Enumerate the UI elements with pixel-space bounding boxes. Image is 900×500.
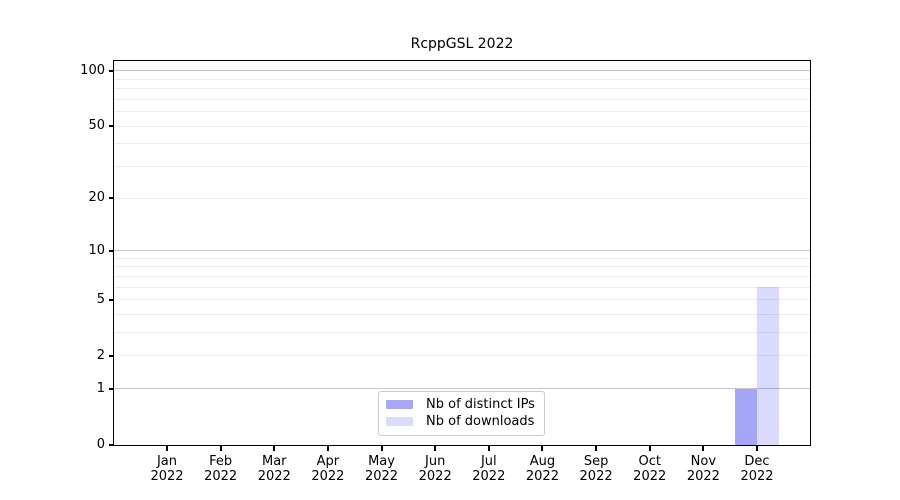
y-axis-tick-label: 0: [96, 437, 105, 452]
legend-label: Nb of distinct IPs: [426, 397, 535, 412]
y-axis-tick: [109, 298, 114, 301]
legend-swatch-distinct-ips: [386, 400, 413, 409]
x-tick-month: Sep: [583, 454, 609, 469]
y-axis-tick-label: 50: [88, 118, 105, 134]
x-axis-tick: [273, 446, 276, 451]
x-axis-tick: [434, 446, 437, 451]
minor-gridline: [114, 275, 810, 277]
x-tick-month: Jun: [425, 454, 446, 469]
x-axis-tick-label: Aug 2022: [510, 454, 574, 484]
y-axis-tick: [109, 125, 114, 128]
x-tick-month: Oct: [638, 454, 661, 469]
x-axis-tick: [326, 446, 329, 451]
legend-label: Nb of downloads: [426, 414, 535, 429]
y-axis-tick-label: 1: [96, 380, 105, 396]
x-tick-year: 2022: [740, 469, 774, 484]
x-axis-tick-label: Oct 2022: [618, 454, 682, 484]
minor-gridline: [114, 314, 810, 315]
y-axis-tick-label: 5: [96, 291, 105, 307]
x-axis-tick-label: Jun 2022: [403, 454, 467, 484]
y-axis-tick-label: 2: [96, 347, 105, 363]
y-axis-tick: [109, 69, 114, 72]
major-gridline: [114, 388, 810, 390]
plot-area: [114, 61, 810, 445]
x-tick-month: Jul: [480, 454, 497, 469]
x-tick-year: 2022: [204, 469, 238, 484]
minor-gridline: [114, 98, 810, 100]
y-axis-tick: [109, 249, 114, 252]
x-axis-tick: [166, 446, 168, 451]
x-axis-tick-label: Feb 2022: [189, 454, 253, 484]
x-tick-year: 2022: [311, 469, 345, 484]
minor-gridline: [114, 257, 810, 259]
minor-gridline: [114, 332, 810, 334]
y-axis-tick-label: 20: [88, 190, 105, 206]
legend-item: Nb of distinct IPs: [386, 396, 535, 413]
y-axis-tick: [109, 354, 114, 357]
x-axis-tick: [541, 446, 544, 451]
bar-distinct-ips: [734, 388, 757, 445]
x-axis-tick-label: Sep 2022: [564, 454, 628, 484]
x-tick-month: May: [368, 454, 395, 469]
x-axis-tick-label: Nov 2022: [671, 454, 735, 484]
x-tick-year: 2022: [579, 469, 613, 484]
x-tick-year: 2022: [257, 469, 291, 484]
x-axis-tick: [219, 446, 222, 451]
chart-title: RcppGSL 2022: [410, 36, 514, 52]
x-tick-year: 2022: [418, 469, 452, 484]
minor-gridline: [114, 166, 810, 168]
x-axis-tick: [755, 446, 758, 451]
x-tick-year: 2022: [472, 469, 506, 484]
x-axis-tick: [487, 446, 490, 451]
minor-gridline: [114, 143, 810, 145]
x-axis-tick: [648, 446, 651, 451]
x-tick-month: Dec: [744, 454, 770, 469]
minor-gridline: [114, 111, 810, 113]
minor-gridline: [114, 299, 810, 301]
x-tick-month: Apr: [316, 454, 340, 469]
x-tick-year: 2022: [364, 469, 399, 484]
minor-gridline: [114, 286, 810, 288]
y-axis-tick: [109, 387, 114, 390]
x-tick-year: 2022: [686, 469, 720, 484]
x-tick-month: Nov: [690, 454, 717, 469]
x-tick-month: Jan: [156, 454, 178, 469]
legend-item: Nb of downloads: [386, 413, 535, 430]
y-axis-tick: [109, 197, 114, 200]
minor-gridline: [114, 125, 810, 127]
minor-gridline: [114, 78, 810, 80]
legend-swatch-downloads: [386, 417, 413, 426]
minor-gridline: [114, 355, 810, 357]
x-tick-year: 2022: [633, 469, 667, 484]
bar-downloads: [756, 287, 779, 445]
major-gridline: [114, 70, 810, 72]
major-gridline: [114, 250, 810, 252]
minor-gridline: [114, 88, 810, 90]
x-axis-tick-label: Mar 2022: [242, 454, 306, 484]
x-axis-tick-label: Jul 2022: [457, 454, 521, 484]
x-tick-year: 2022: [525, 469, 559, 484]
x-axis-tick-label: Dec 2022: [725, 454, 789, 484]
x-axis-tick: [380, 446, 383, 451]
x-axis-tick-label: Jan 2022: [135, 454, 199, 484]
x-tick-year: 2022: [150, 469, 184, 484]
y-axis-tick-label: 100: [80, 62, 105, 78]
x-axis-tick: [595, 446, 598, 451]
minor-gridline: [114, 197, 810, 199]
y-axis-tick: [109, 444, 114, 446]
y-axis-tick-label: 10: [88, 242, 105, 258]
x-axis-tick-label: Apr 2022: [296, 454, 360, 484]
x-tick-month: Mar: [262, 454, 287, 469]
x-tick-month: Feb: [209, 454, 233, 469]
x-axis-tick-label: May 2022: [350, 454, 414, 484]
minor-gridline: [114, 266, 810, 268]
x-tick-month: Aug: [529, 454, 556, 469]
x-axis-tick: [702, 446, 705, 451]
legend: Nb of distinct IPs Nb of downloads: [378, 391, 545, 436]
